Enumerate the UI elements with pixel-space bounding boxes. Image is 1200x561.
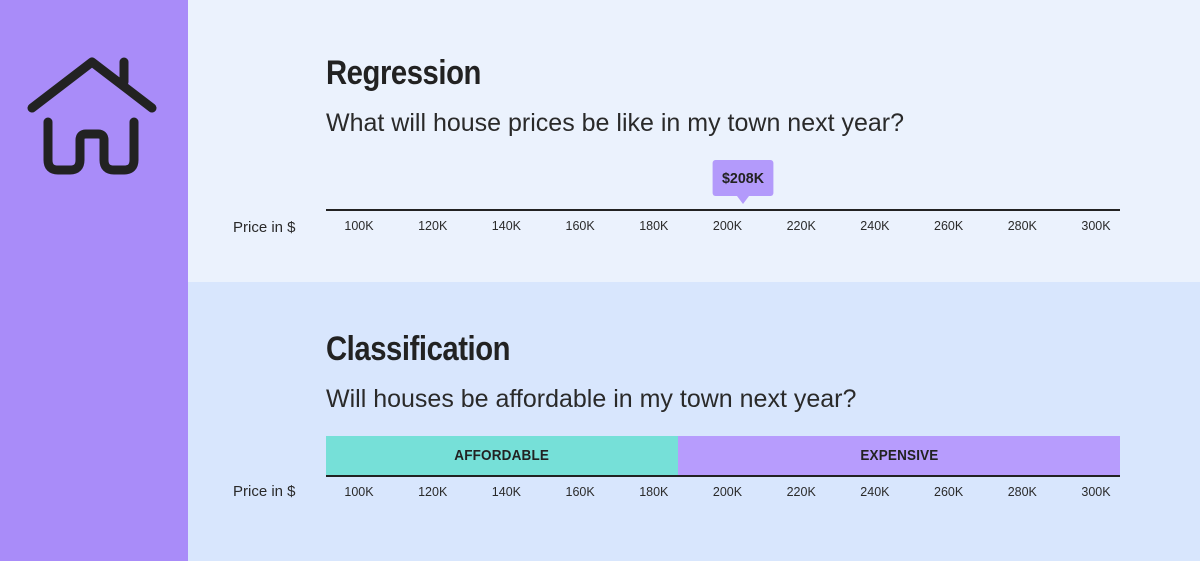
classification-tick-220k: 220K	[786, 485, 816, 499]
affordable-band: AFFORDABLE	[326, 436, 678, 475]
regression-tick-120k: 120K	[418, 219, 448, 233]
expensive-band: EXPENSIVE	[678, 436, 1120, 475]
classification-question: Will houses be affordable in my town nex…	[326, 385, 857, 413]
classification-panel	[188, 282, 1200, 561]
classification-tick-140k: 140K	[491, 485, 521, 499]
affordable-label: AFFORDABLE	[454, 447, 550, 464]
classification-tick-280k: 280K	[1007, 485, 1037, 499]
regression-title: Regression	[326, 54, 481, 92]
classification-tick-160k: 160K	[565, 485, 595, 499]
regression-axis-label: Price in $	[233, 219, 296, 236]
classification-tick-240k: 240K	[860, 485, 890, 499]
regression-tick-280k: 280K	[1007, 219, 1037, 233]
classification-tick-260k: 260K	[933, 485, 964, 499]
classification-tick-120k: 120K	[418, 485, 448, 499]
sidebar	[0, 0, 188, 561]
regression-tick-260k: 260K	[933, 219, 964, 233]
regression-tick-100k: 100K	[344, 219, 374, 233]
expensive-label: EXPENSIVE	[859, 447, 939, 464]
prediction-callout: $208K	[712, 160, 774, 196]
regression-tick-300k: 300K	[1081, 219, 1111, 233]
regression-axis-line	[326, 209, 1120, 211]
classification-axis-label: Price in $	[233, 483, 296, 500]
regression-tick-240k: 240K	[860, 219, 890, 233]
prediction-label: $208K	[721, 169, 764, 187]
regression-tick-160k: 160K	[565, 219, 595, 233]
regression-tick-140k: 140K	[491, 219, 521, 233]
regression-tick-180k: 180K	[639, 219, 669, 233]
regression-panel	[188, 0, 1200, 282]
classification-axis-line	[326, 475, 1120, 477]
regression-tick-200k: 200K	[712, 219, 743, 233]
classification-tick-180k: 180K	[639, 485, 669, 499]
house-icon	[27, 57, 157, 175]
classification-tick-200k: 200K	[712, 485, 743, 499]
classification-tick-100k: 100K	[344, 485, 374, 499]
prediction-pointer	[737, 196, 749, 204]
regression-tick-220k: 220K	[786, 219, 816, 233]
regression-question: What will house prices be like in my tow…	[326, 109, 905, 137]
classification-title: Classification	[326, 330, 511, 368]
classification-tick-300k: 300K	[1081, 485, 1111, 499]
